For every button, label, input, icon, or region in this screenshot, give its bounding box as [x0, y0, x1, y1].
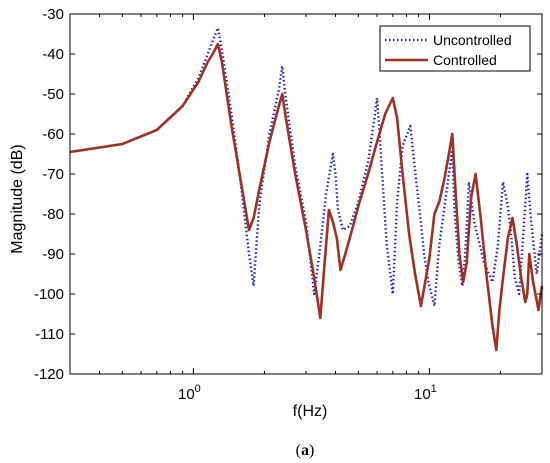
y-tick-label: -30 [42, 6, 64, 23]
y-axis-label: Magnitude (dB) [9, 144, 26, 253]
x-tick-label: 100 [178, 383, 201, 403]
figure-caption-letter: a [301, 442, 309, 459]
legend-label-uncontrolled: Uncontrolled [433, 32, 512, 48]
y-tick-label: -70 [42, 166, 64, 183]
axes-frame [70, 14, 542, 374]
figure-caption: (a) [296, 442, 315, 459]
plot-area [70, 14, 542, 374]
x-axis-ticks: 100 101 [98, 14, 501, 403]
legend-box [379, 25, 531, 72]
y-tick-label: -100 [34, 286, 64, 303]
y-axis-ticks: -30 -40 -50 -60 -70 -80 -90 -100 -110 -120 [34, 6, 542, 383]
y-tick-label: -110 [35, 326, 64, 343]
y-tick-label: -40 [42, 46, 64, 63]
y-tick-label: -80 [42, 206, 64, 223]
y-tick-label: -50 [42, 86, 64, 103]
y-tick-label: -90 [42, 246, 64, 263]
y-tick-label: -120 [34, 366, 64, 383]
x-axis-label: f(Hz) [293, 403, 328, 420]
y-tick-label: -60 [42, 126, 64, 143]
legend-label-controlled: Controlled [433, 52, 497, 68]
series-line-controlled [69, 42, 544, 352]
x-tick-label: 101 [414, 383, 437, 403]
legend: Uncontrolled Controlled [379, 25, 531, 72]
